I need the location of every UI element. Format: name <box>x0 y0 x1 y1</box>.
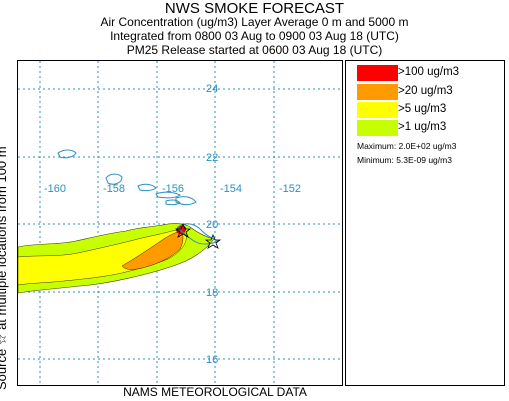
lat-label-22: 22 <box>206 152 218 164</box>
graticule <box>18 61 342 385</box>
lon-label-160: -160 <box>44 183 66 195</box>
source-star-icon <box>174 222 192 238</box>
island-molokai <box>155 191 181 199</box>
concentration-subtitle: Air Concentration (ug/m3) Layer Average … <box>100 15 409 29</box>
lon-label-158: -158 <box>103 183 125 195</box>
island-maui <box>175 196 197 206</box>
lat-label-18: 18 <box>206 287 218 299</box>
source-star-icon <box>204 233 222 249</box>
legend-panel: >100 ug/m3 >20 ug/m3 >5 ug/m3 >1 ug/m3 M… <box>345 60 505 386</box>
legend-label: >1 ug/m3 <box>398 121 447 133</box>
lat-label-24: 24 <box>206 83 218 95</box>
integration-period: Integrated from 0800 03 Aug to 0900 03 A… <box>110 29 399 43</box>
forecast-title: NWS SMOKE FORECAST <box>164 0 345 17</box>
lat-label-20: 20 <box>206 219 218 231</box>
legend-label: >20 ug/m3 <box>398 85 453 97</box>
map-panel: 24 22 20 18 16 -160 -158 -156 -154 -152 <box>17 60 343 386</box>
smoke-map: 24 22 20 18 16 -160 -158 -156 -154 -152 <box>18 61 342 385</box>
minimum-value: Minimum: 5.3E-09 ug/m3 <box>357 155 452 165</box>
legend-swatch <box>357 102 398 118</box>
island-niihau <box>57 149 77 159</box>
legend-label: >5 ug/m3 <box>398 103 447 115</box>
island-lanai <box>165 199 181 206</box>
release-source-markers <box>174 222 222 249</box>
legend-item-gt100: >100 ug/m3 <box>357 65 497 81</box>
lon-label-154: -154 <box>220 183 242 195</box>
legend-swatch <box>357 65 398 81</box>
legend-label: >100 ug/m3 <box>398 66 460 78</box>
legend-item-gt20: >20 ug/m3 <box>357 84 497 100</box>
maximum-value: Maximum: 2.0E+02 ug/m3 <box>357 141 457 151</box>
legend-item-gt5: >5 ug/m3 <box>357 102 497 118</box>
legend-swatch <box>357 120 398 136</box>
release-info: PM25 Release started at 0600 03 Aug 18 (… <box>126 43 383 57</box>
legend-swatch <box>357 84 398 100</box>
smoke-plume-gt20 <box>121 230 184 270</box>
lat-label-16: 16 <box>206 354 218 366</box>
island-kauai <box>105 173 123 185</box>
island-oahu <box>137 183 157 192</box>
meteorological-data-label: NAMS METEOROLOGICAL DATA <box>123 385 307 399</box>
legend-item-gt1: >1 ug/m3 <box>357 120 497 136</box>
source-location-label: Source ☆ at multiple locations from 100 … <box>0 146 9 390</box>
lon-label-152: -152 <box>279 183 301 195</box>
